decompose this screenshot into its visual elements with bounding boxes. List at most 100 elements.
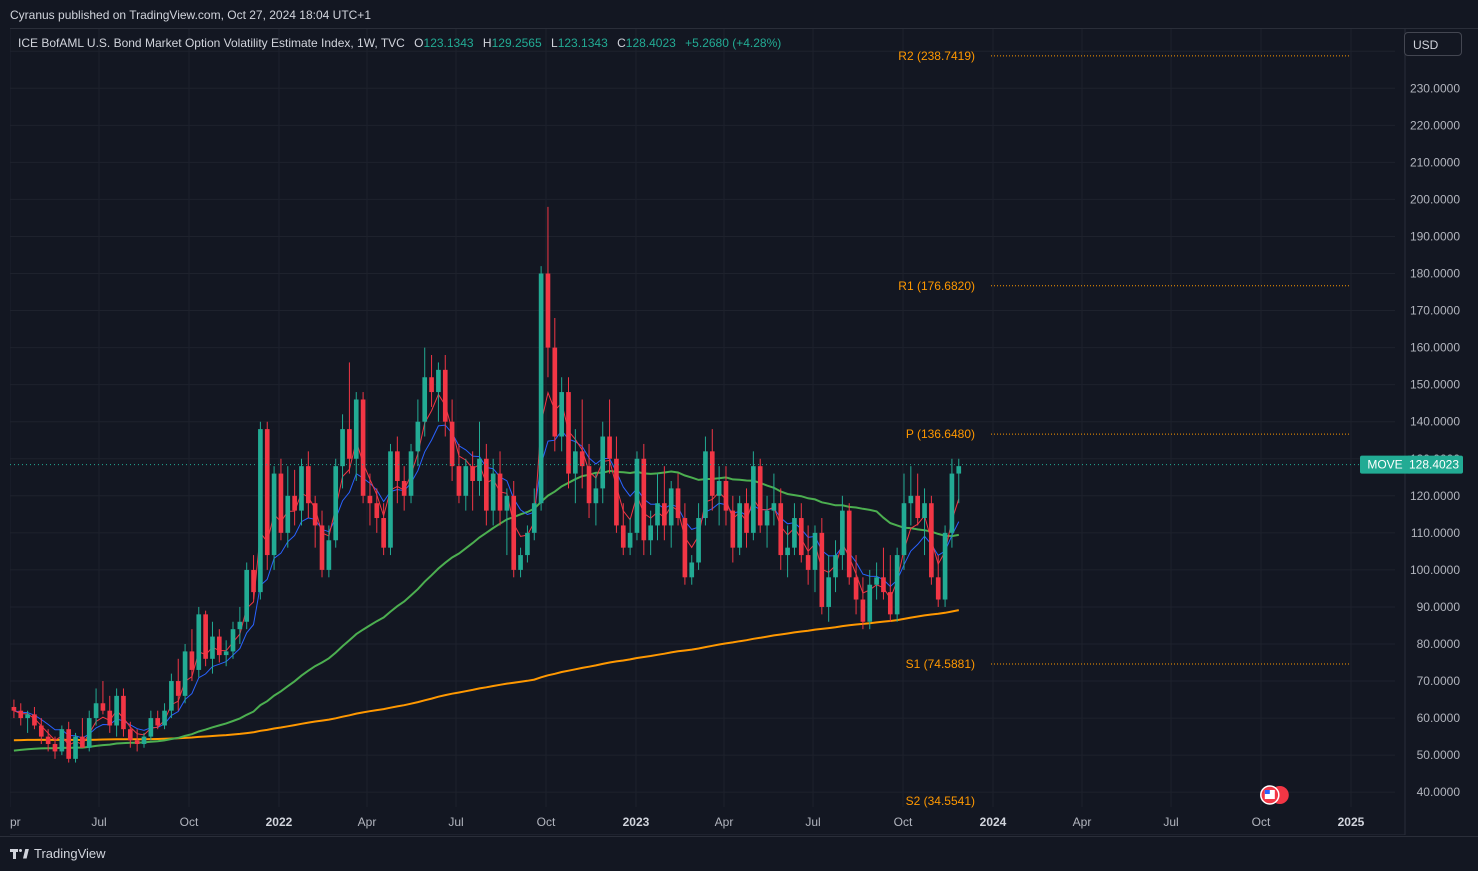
- time-tick-label: Apr: [358, 815, 377, 829]
- price-tick-label: 40.0000: [1417, 785, 1461, 799]
- price-tick-label: 120.0000: [1410, 489, 1460, 503]
- candle-body: [381, 518, 386, 548]
- candle-body: [305, 466, 311, 504]
- time-tick-label: Oct: [537, 815, 556, 829]
- low-value: 123.1343: [557, 36, 608, 50]
- tradingview-logo[interactable]: TradingView: [10, 846, 106, 861]
- candle-body: [244, 569, 250, 622]
- price-tick-label: 170.0000: [1410, 304, 1460, 318]
- candle-body: [833, 555, 838, 578]
- candle-body: [696, 518, 701, 563]
- candle-body: [511, 495, 517, 570]
- candle-body: [805, 555, 811, 570]
- symbol-description: ICE BofAML U.S. Bond Market Option Volat…: [18, 36, 405, 50]
- price-tick-label: 90.0000: [1417, 600, 1461, 614]
- candle-body: [456, 466, 462, 496]
- time-axis: pr Jul Oct 2022 Apr Jul Oct 2023 Apr Jul Oct 2024 Ap…: [10, 815, 1405, 836]
- candle-body: [360, 399, 366, 496]
- candle-body: [737, 503, 742, 548]
- candle-body: [778, 503, 784, 556]
- candle-body: [415, 421, 421, 452]
- candle-body: [881, 577, 886, 593]
- pivot-label: R1 (176.6820): [898, 279, 975, 293]
- candle-body: [326, 540, 332, 570]
- candle-body: [66, 729, 72, 759]
- candle-body: [333, 466, 339, 541]
- candle-body: [744, 503, 749, 533]
- candle-body: [915, 495, 921, 519]
- time-tick-label: 2022: [266, 815, 293, 829]
- candle-body: [100, 703, 106, 711]
- candle-body: [867, 584, 873, 622]
- candle-body: [169, 681, 174, 711]
- time-tick-label: Oct: [1252, 815, 1271, 829]
- candle-body: [757, 466, 763, 526]
- candle-body: [388, 451, 393, 548]
- candle-body: [401, 480, 407, 496]
- candle-body: [751, 466, 756, 533]
- candle-body: [566, 392, 571, 474]
- candle-body: [771, 503, 777, 511]
- candle-body: [155, 718, 161, 726]
- candle-body: [114, 695, 119, 726]
- pivot-label: S1 (74.5881): [906, 657, 975, 671]
- candle-body: [162, 710, 167, 726]
- high-value: 129.2565: [491, 36, 542, 50]
- candle-body: [792, 518, 797, 548]
- sma-50-line: [13, 469, 959, 752]
- price-tick-label: 110.0000: [1411, 526, 1460, 540]
- price-tag-symbol-bg: [1360, 455, 1411, 474]
- candle-body: [93, 703, 99, 719]
- candle-body: [223, 651, 229, 656]
- candle-body: [210, 636, 215, 659]
- time-tick-label: Apr: [1073, 815, 1092, 829]
- candle-body: [38, 725, 44, 737]
- pivot-label: S2 (34.5541): [906, 794, 975, 808]
- price-tick-label: 200.0000: [1410, 192, 1460, 206]
- candle-body: [949, 473, 955, 533]
- candle-body: [121, 695, 126, 730]
- candle-body: [353, 399, 359, 459]
- candle-body: [196, 614, 202, 670]
- candle-body: [25, 714, 30, 719]
- price-tick-label: 210.0000: [1410, 155, 1460, 169]
- pivot-levels: R2 (238.7419) R1 (176.6820) P (136.6480) S1…: [898, 49, 1351, 808]
- candle-body: [52, 744, 58, 752]
- candle-body: [559, 392, 564, 437]
- chart-grid: [9, 29, 1395, 807]
- candle-body: [374, 503, 380, 519]
- candle-body: [525, 532, 530, 556]
- currency-button[interactable]: USD: [1404, 32, 1462, 56]
- footer: TradingView: [0, 836, 1478, 871]
- price-tick-label: 50.0000: [1417, 748, 1461, 762]
- candle-body: [463, 466, 469, 496]
- candle-body: [429, 377, 434, 393]
- event-flag-icon: [1260, 785, 1289, 805]
- candle-body: [716, 480, 722, 496]
- candle-body: [668, 488, 674, 526]
- candle-body: [634, 458, 640, 533]
- price-tag-symbol: MOVE: [1367, 458, 1402, 472]
- candle-body: [908, 495, 914, 504]
- candle-body: [538, 273, 544, 504]
- candle-body: [593, 488, 599, 504]
- close-label: C: [617, 36, 626, 50]
- candle-body: [264, 429, 270, 556]
- candle-body: [655, 503, 660, 526]
- candle-body: [73, 736, 78, 759]
- chart-area[interactable]: R2 (238.7419) R1 (176.6820) P (136.6480) S1…: [9, 28, 1478, 836]
- candle-body: [922, 503, 927, 519]
- candle-body: [422, 377, 428, 422]
- price-chart[interactable]: R2 (238.7419) R1 (176.6820) P (136.6480) S1…: [9, 29, 1478, 836]
- price-marks: MOVE 128.4023: [10, 455, 1463, 805]
- low-label: L: [551, 36, 558, 50]
- candle-body: [258, 429, 263, 593]
- candle-body: [641, 458, 647, 541]
- candle-body: [682, 518, 688, 578]
- candle-body: [251, 569, 256, 593]
- candle-body: [442, 369, 448, 422]
- change-value: +5.2680 (+4.28%): [685, 36, 782, 50]
- candle-body: [942, 532, 948, 600]
- candle-body: [785, 547, 790, 556]
- candle-body: [436, 369, 441, 393]
